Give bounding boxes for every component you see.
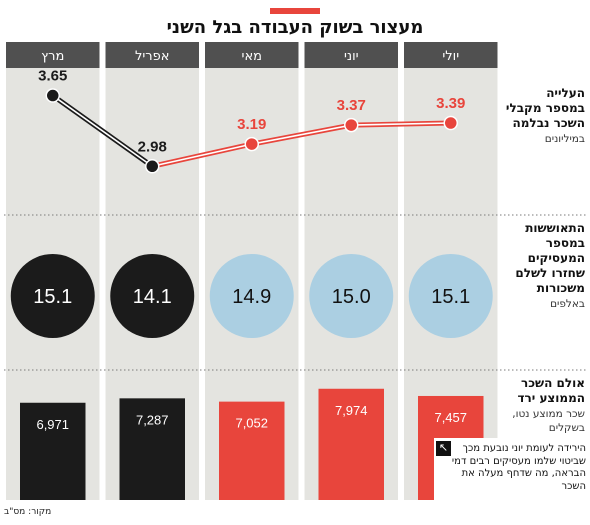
month-header [404, 42, 498, 68]
line-segment-inner [251, 124, 352, 145]
month-label: מרץ [41, 49, 64, 64]
bubble-value-label: 14.1 [133, 286, 172, 308]
line-point [45, 88, 60, 103]
month-label: אפריל [135, 49, 169, 64]
bubble-value-label: 15.1 [33, 286, 72, 308]
line-point [443, 115, 458, 131]
bubble-value-label: 15.0 [332, 286, 371, 308]
line-value-label: 3.39 [436, 95, 465, 112]
bubble-value-label: 15.1 [431, 286, 470, 308]
title-accent-bar [270, 8, 320, 14]
annotation-box [434, 438, 586, 500]
line-point [344, 117, 359, 133]
month-header [105, 42, 199, 68]
bar-value-label: 6,971 [36, 417, 69, 432]
line-value-label: 3.65 [38, 68, 67, 85]
line-point [244, 136, 259, 152]
bubble [309, 254, 394, 338]
bar-value-label: 7,457 [434, 410, 467, 425]
returnees-subheading: באלפים [550, 298, 585, 310]
line-segment-inner [152, 143, 252, 168]
bar [20, 402, 86, 500]
bubble [209, 254, 294, 338]
wages-subheading: במיליונים [544, 133, 585, 145]
bar-value-label: 7,052 [235, 416, 268, 431]
line-value-label: 3.37 [337, 97, 366, 114]
bar [318, 388, 384, 500]
chart-title: מעצור בשוק העבודה בגל השני [166, 17, 424, 38]
bar [119, 398, 185, 500]
bar-value-label: 7,974 [335, 403, 368, 418]
returnees-heading: התאוששות במספר המעסיקים שחזרו לשלם משכור… [515, 221, 585, 295]
month-header [304, 42, 398, 68]
line-segment-inner [52, 94, 153, 167]
wages-section-label: העלייה במספר מקבלי השכר נבלמה במיליונים [503, 86, 585, 146]
month-header [205, 42, 299, 68]
bubble [10, 254, 95, 338]
avg-wage-heading: אולם השכר הממוצע ירד [517, 376, 585, 405]
returnees-section-label: התאוששות במספר המעסיקים שחזרו לשלם משכור… [503, 221, 585, 311]
month-label: יוני [344, 49, 359, 64]
line-value-label: 2.98 [138, 138, 167, 155]
bubble [408, 254, 493, 338]
avg-wage-subheading: שכר ממוצע נטו, בשקלים [512, 408, 585, 434]
month-label: יולי [442, 49, 459, 64]
bar [219, 401, 285, 500]
bar-value-label: 7,287 [136, 412, 169, 427]
avg-wage-section-label: אולם השכר הממוצע ירד שכר ממוצע נטו, בשקל… [503, 376, 585, 435]
month-label: מאי [242, 49, 262, 64]
arrow-icon: ↖ [436, 441, 451, 456]
source-note: מקור: מס"ב [4, 507, 52, 517]
wages-heading: העלייה במספר מקבלי השכר נבלמה [505, 86, 585, 130]
line-segment-inner [351, 122, 451, 126]
bubble [110, 254, 195, 338]
month-header [6, 42, 100, 68]
line-value-label: 3.19 [237, 116, 266, 133]
line-point [145, 159, 160, 174]
annotation-text: הירידה לעומת יוני נובעת מכך שביטוי שלמו … [451, 443, 586, 492]
bubble-value-label: 14.9 [232, 286, 271, 308]
